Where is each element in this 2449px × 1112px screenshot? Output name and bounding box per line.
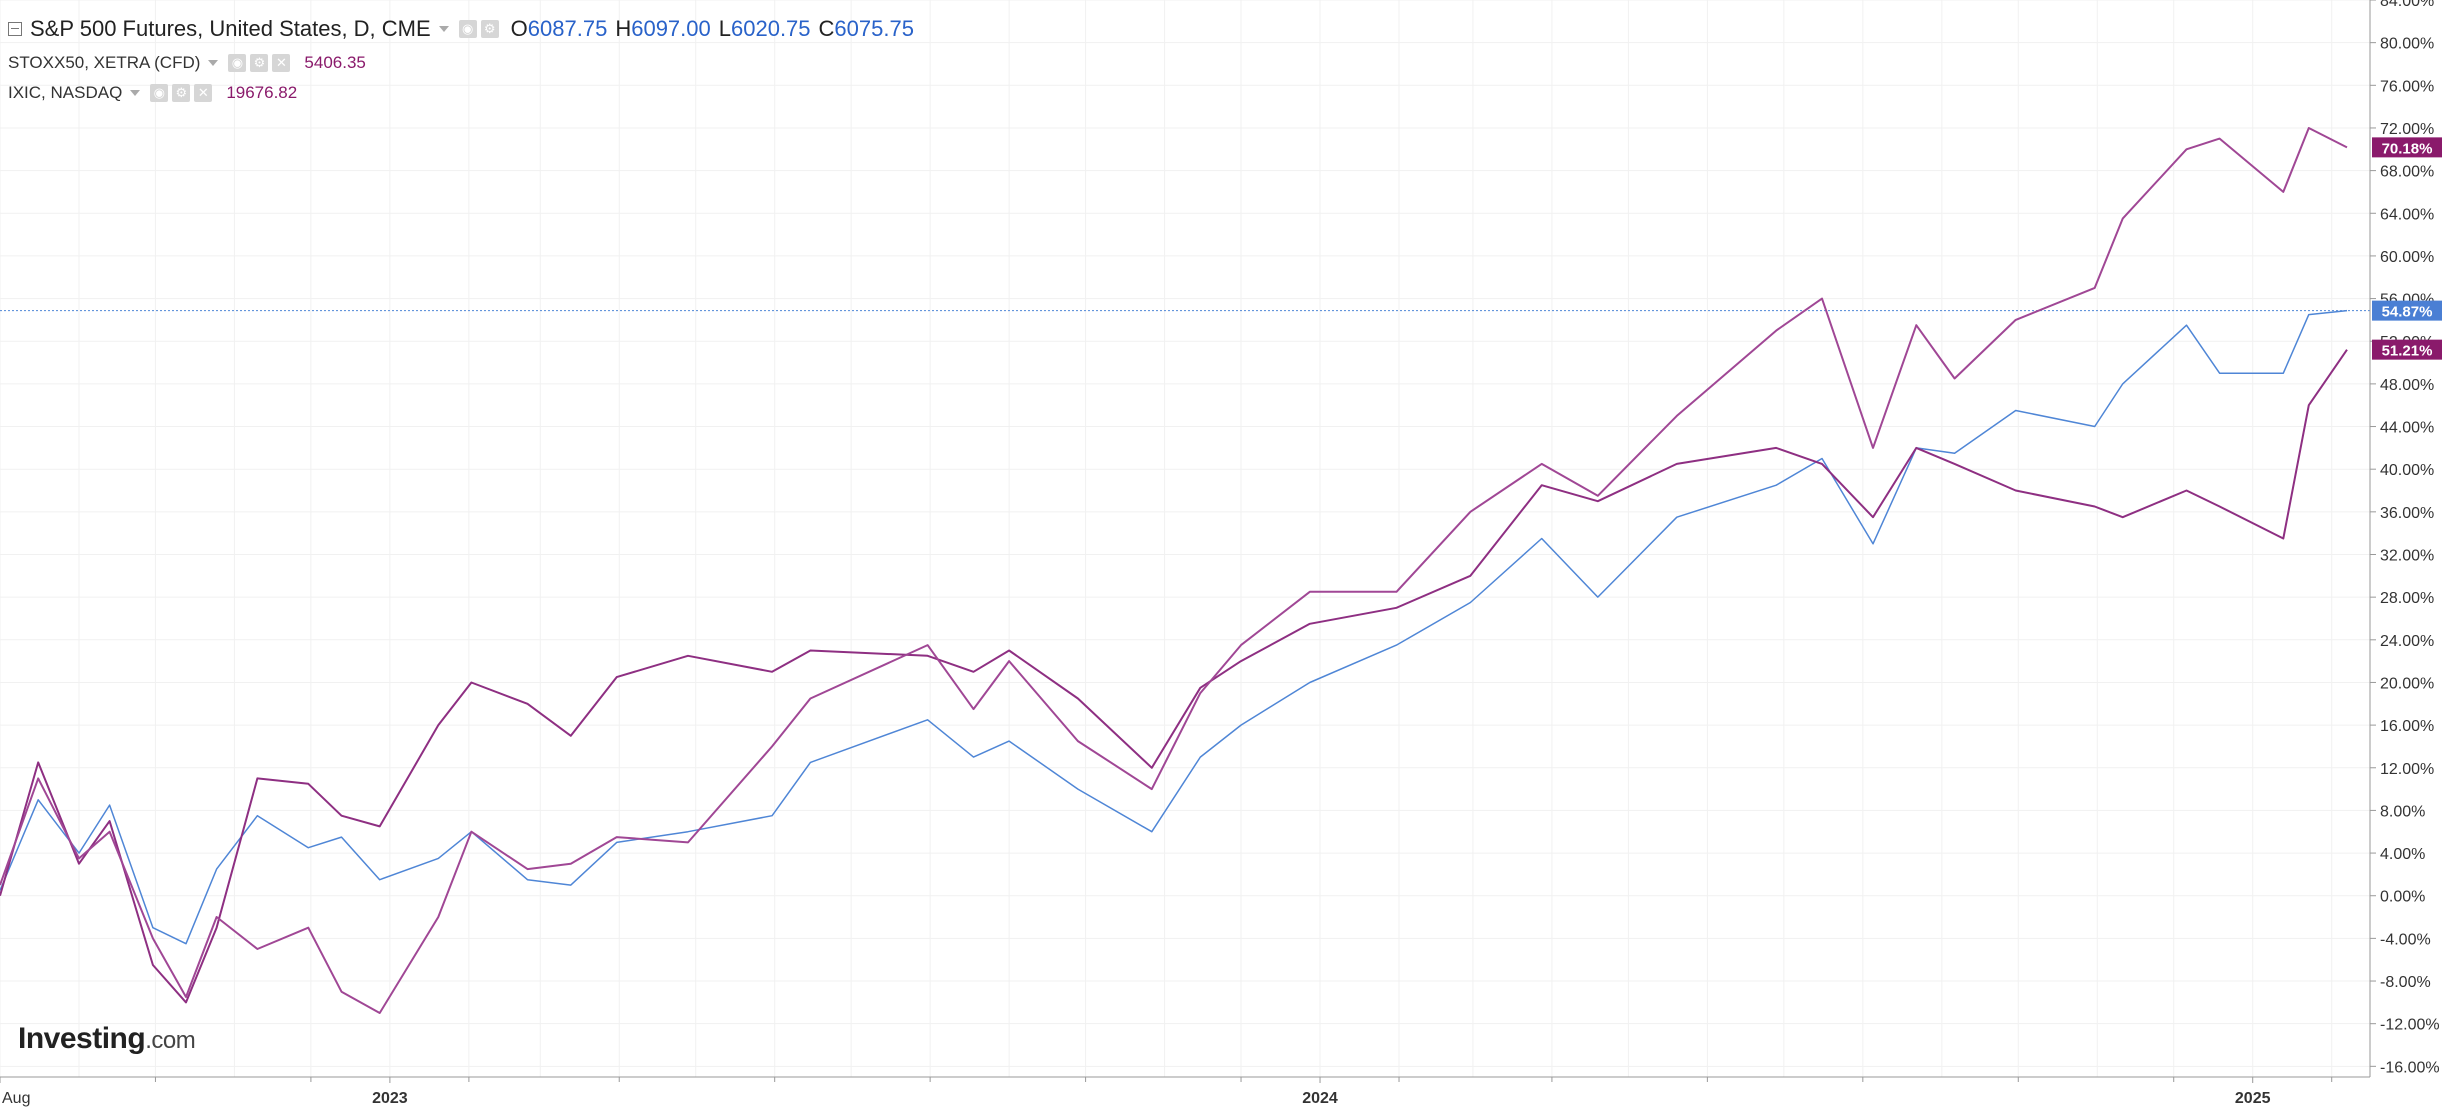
legend: S&P 500 Futures, United States, D, CME ◉… [8, 10, 914, 108]
y-tick-label: 12.00% [2380, 761, 2434, 778]
compare-value-stoxx50: 5406.35 [304, 53, 366, 72]
chevron-down-icon[interactable] [130, 90, 141, 96]
y-tick-label: 84.00% [2380, 0, 2434, 10]
y-tick-label: 8.00% [2380, 803, 2425, 820]
y-tick-label: 0.00% [2380, 889, 2425, 906]
y-tick-label: 68.00% [2380, 164, 2434, 181]
y-tick-label: 32.00% [2380, 547, 2434, 564]
collapse-icon[interactable] [8, 22, 22, 36]
compare-row-stoxx50: STOXX50, XETRA (CFD) ◉ ⚙ ✕ 5406.35 [8, 48, 914, 78]
chevron-down-icon[interactable] [208, 60, 219, 66]
close-key: C [818, 16, 835, 41]
price-tags: 54.87% 51.21% 70.18% [2372, 137, 2442, 360]
compare-symbol-stoxx50[interactable]: STOXX50, XETRA (CFD) [8, 53, 201, 72]
stoxx50-last-tag-bg [2372, 339, 2442, 360]
y-tick-label: 40.00% [2380, 462, 2434, 479]
grid [0, 0, 2370, 1077]
chevron-down-icon[interactable] [438, 26, 449, 32]
y-tick-label: 44.00% [2380, 420, 2434, 437]
visibility-icon[interactable]: ◉ [228, 54, 247, 72]
y-tick-label: -8.00% [2380, 974, 2431, 991]
compare-row-ixic: IXIC, NASDAQ ◉ ⚙ ✕ 19676.82 [8, 78, 914, 108]
y-tick-label: 72.00% [2380, 121, 2434, 138]
main-symbol-title[interactable]: S&P 500 Futures, United States, D, CME [30, 16, 431, 41]
y-tick-label: 28.00% [2380, 590, 2434, 607]
brand-domain: .com [145, 1027, 196, 1054]
open-value: 6087.75 [527, 16, 608, 41]
series-layer [0, 127, 2348, 1014]
visibility-icon[interactable]: ◉ [150, 84, 169, 102]
y-tick-label: 76.00% [2380, 78, 2434, 95]
y-tick-label: 80.00% [2380, 36, 2434, 53]
y-tick-label: 20.00% [2380, 675, 2434, 692]
visibility-icon[interactable]: ◉ [458, 20, 477, 38]
y-tick-label: 48.00% [2380, 377, 2434, 394]
x-tick-label: 2023 [372, 1090, 408, 1107]
high-value: 6097.00 [631, 16, 711, 41]
main-symbol-row: S&P 500 Futures, United States, D, CME ◉… [8, 10, 914, 48]
y-tick-label: -4.00% [2380, 931, 2431, 948]
sp500-line [0, 309, 2348, 945]
y-tick-label: 60.00% [2380, 249, 2434, 266]
ixic-last-tag-bg [2372, 137, 2442, 158]
y-tick-label: 36.00% [2380, 505, 2434, 522]
y-tick-label: 24.00% [2380, 633, 2434, 650]
low-key: L [718, 16, 731, 41]
stoxx50-last-tag: 51.21% [2382, 343, 2433, 360]
low-value: 6020.75 [731, 16, 811, 41]
settings-icon[interactable]: ⚙ [172, 84, 191, 102]
sp500-last-tag-bg [2372, 300, 2442, 321]
ixic-line [0, 127, 2348, 1014]
x-tick-label: 2024 [1302, 1090, 1338, 1107]
x-tick-label: 2025 [2235, 1090, 2271, 1107]
high-key: H [615, 16, 632, 41]
y-tick-label: -16.00% [2380, 1059, 2440, 1076]
open-key: O [510, 16, 528, 41]
x-tick-label: Aug [2, 1090, 30, 1107]
close-icon[interactable]: ✕ [272, 54, 291, 72]
compare-value-ixic: 19676.82 [226, 83, 298, 102]
sp500-last-tag: 54.87% [2382, 304, 2433, 321]
close-value: 6075.75 [834, 16, 914, 41]
close-icon[interactable]: ✕ [194, 84, 213, 102]
y-tick-label: -12.00% [2380, 1017, 2440, 1034]
brand-name: Investing [18, 1022, 146, 1055]
stoxx50-line [0, 349, 2348, 1004]
y-tick-label: 64.00% [2380, 206, 2434, 223]
settings-icon[interactable]: ⚙ [480, 20, 499, 38]
investing-logo: Investing.com [18, 1022, 196, 1056]
compare-symbol-ixic[interactable]: IXIC, NASDAQ [8, 83, 123, 102]
y-tick-label: 16.00% [2380, 718, 2434, 735]
settings-icon[interactable]: ⚙ [250, 54, 269, 72]
y-tick-label: 4.00% [2380, 846, 2425, 863]
ixic-last-tag: 70.18% [2382, 140, 2433, 157]
